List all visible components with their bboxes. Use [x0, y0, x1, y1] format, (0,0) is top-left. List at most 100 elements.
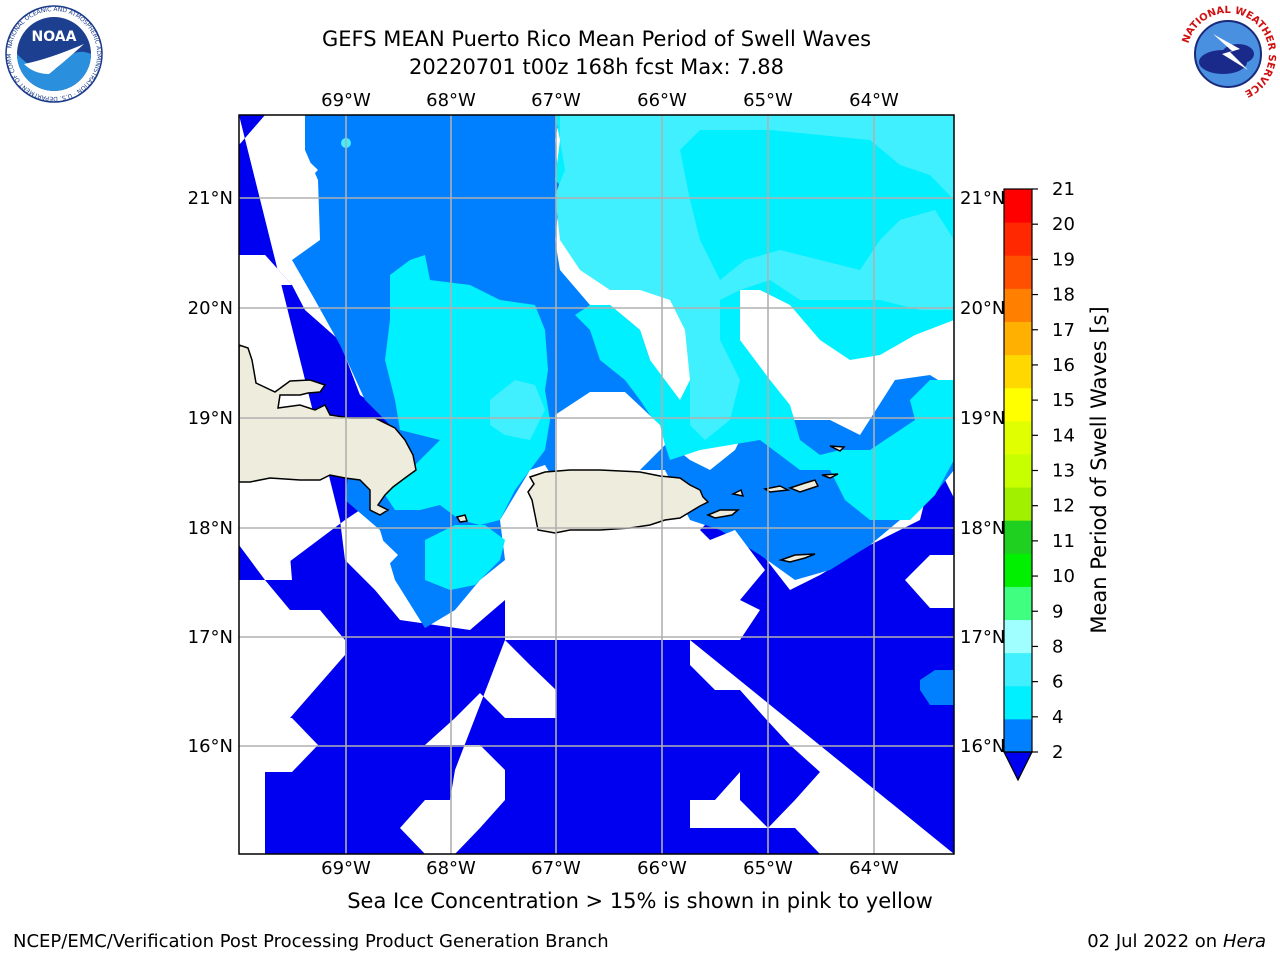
colorbar-band	[1004, 685, 1032, 720]
colorbar-band	[1004, 553, 1032, 587]
colorbar-tick-label: 17	[1052, 320, 1075, 341]
colorbar-band	[1004, 586, 1032, 621]
lat-label: 16°N	[960, 736, 1005, 757]
colorbar-band	[1004, 487, 1032, 521]
lon-label: 64°W	[849, 858, 899, 879]
colorbar: 2 4 6 8 9 10 11 12 13 14 15 16 17 18 19 20 21	[1003, 179, 1075, 782]
colorbar-band	[1004, 718, 1032, 753]
lat-label: 19°N	[960, 408, 1005, 429]
swell-contour-2-4-east	[920, 670, 954, 705]
vieques	[706, 509, 741, 519]
footer-date: 02 Jul 2022 on	[1087, 931, 1223, 952]
no-data-patch	[239, 690, 290, 718]
noaa-logo: NOAA NATIONAL OCEANIC AND ATMOSPHERIC AD…	[4, 4, 103, 103]
colorbar-tick-label: 21	[1052, 179, 1075, 200]
no-data-patch	[239, 580, 345, 718]
lon-label: 65°W	[743, 858, 793, 879]
colorbar-tick-label: 2	[1052, 742, 1063, 763]
colorbar-tick-label: 19	[1052, 249, 1075, 270]
mona-island	[455, 514, 468, 523]
lon-label: 67°W	[531, 858, 581, 879]
puerto-rico	[527, 469, 710, 534]
nws-logo: NATIONAL WEATHER SERVICE	[1180, 5, 1277, 102]
lon-labels-bottom: 69°W 68°W 67°W 66°W 65°W 64°W	[321, 858, 899, 879]
no-data-patch	[239, 255, 292, 285]
colorbar-band	[1004, 619, 1032, 654]
colorbar-tick-label: 12	[1052, 496, 1075, 517]
no-data-patch	[555, 392, 665, 480]
lon-label: 64°W	[849, 90, 899, 111]
colorbar-band	[1004, 420, 1032, 455]
chart-title: GEFS MEAN Puerto Rico Mean Period of Swe…	[321, 27, 872, 51]
chart-subtitle: 20220701 t00z 168h fcst Max: 7.88	[409, 55, 784, 79]
colorbar-label: Mean Period of Swell Waves [s]	[1087, 306, 1111, 633]
lon-labels-top: 69°W 68°W 67°W 66°W 65°W 64°W	[321, 90, 899, 111]
colorbar-tick-label: 16	[1052, 355, 1075, 376]
gridlines	[239, 115, 954, 854]
colorbar-tick-label: 4	[1052, 707, 1063, 728]
no-data-patch	[690, 640, 954, 854]
colorbar-band	[1004, 354, 1032, 389]
map-frame	[238, 114, 955, 855]
no-data-patch	[239, 718, 318, 854]
virgin-islands	[762, 445, 846, 493]
culebra	[730, 488, 745, 497]
lat-label: 18°N	[188, 518, 233, 539]
land-masses	[239, 344, 846, 563]
colorbar-band	[1004, 453, 1032, 488]
footer-left: NCEP/EMC/Verification Post Processing Pr…	[13, 931, 609, 952]
lon-label: 65°W	[743, 90, 793, 111]
colorbar-tick-label: 15	[1052, 390, 1075, 411]
lat-label: 21°N	[188, 188, 233, 209]
colorbar-band	[1004, 520, 1032, 554]
no-data-patch	[265, 145, 318, 196]
no-data-patch	[400, 640, 556, 854]
lat-labels-right: 21°N 20°N 19°N 18°N 17°N 16°N	[960, 188, 1005, 757]
colorbar-band	[1004, 321, 1032, 356]
lat-labels-left: 21°N 20°N 19°N 18°N 17°N 16°N	[188, 188, 233, 757]
st-croix	[778, 553, 816, 563]
sea-ice-caption: Sea Ice Concentration > 15% is shown in …	[347, 889, 933, 913]
footer-host: Hera	[1222, 931, 1266, 952]
colorbar-band	[1004, 387, 1032, 422]
colorbar-tick-label: 8	[1052, 636, 1063, 657]
lat-label: 20°N	[188, 298, 233, 319]
no-data-patch	[239, 555, 292, 580]
lat-label: 19°N	[188, 408, 233, 429]
colorbar-band	[1004, 189, 1032, 223]
hispaniola	[239, 344, 417, 516]
colorbar-band	[1004, 222, 1032, 256]
swell-contour-4-6-west	[385, 255, 550, 525]
lon-label: 68°W	[426, 90, 476, 111]
map-area	[239, 115, 954, 854]
lon-label: 69°W	[321, 858, 371, 879]
colorbar-tick-label: 13	[1052, 461, 1075, 482]
colorbar-tick-label: 9	[1052, 601, 1063, 622]
colorbar-tick-label: 20	[1052, 214, 1075, 235]
lat-label: 16°N	[188, 736, 233, 757]
lat-label: 18°N	[960, 518, 1005, 539]
noaa-logo-text: NOAA	[32, 29, 77, 45]
swell-contour-6-8-west	[490, 380, 545, 440]
lon-label: 67°W	[531, 90, 581, 111]
colorbar-band	[1004, 255, 1032, 289]
lon-label: 66°W	[637, 90, 687, 111]
lat-label: 20°N	[960, 298, 1005, 319]
swell-contour-4-6-south	[425, 525, 505, 590]
colorbar-tick-label: 6	[1052, 672, 1063, 693]
no-data-patch	[345, 530, 398, 582]
colorbar-tick-label: 14	[1052, 425, 1075, 446]
lon-label: 69°W	[321, 90, 371, 111]
footer-right: 02 Jul 2022 on Hera	[1087, 931, 1266, 952]
no-data-patch	[905, 555, 954, 608]
swell-contour-6-8	[555, 115, 954, 440]
colorbar-tick-label: 18	[1052, 285, 1075, 306]
colorbar-band	[1004, 652, 1032, 687]
lon-label: 66°W	[637, 858, 687, 879]
colorbar-tick-label: 10	[1052, 566, 1075, 587]
lat-label: 21°N	[960, 188, 1005, 209]
lon-label: 68°W	[426, 858, 476, 879]
swell-contour-below-2	[239, 115, 954, 854]
lat-label: 17°N	[960, 627, 1005, 648]
